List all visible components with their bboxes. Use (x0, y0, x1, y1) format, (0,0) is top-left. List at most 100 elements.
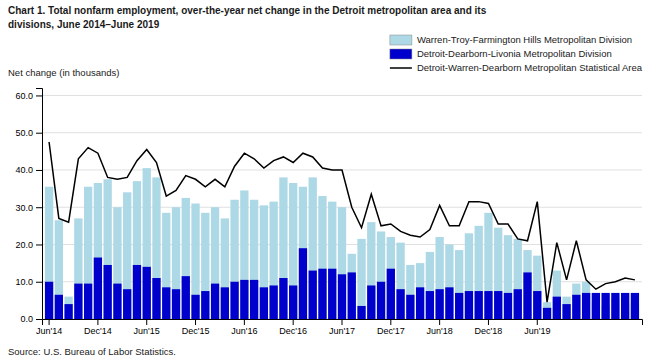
x-tick-mark (244, 319, 245, 325)
bar (172, 207, 180, 319)
bar (221, 218, 229, 319)
x-tick-mark (146, 319, 147, 325)
bar (260, 287, 268, 319)
bar (55, 220, 63, 319)
bar (318, 269, 326, 319)
bar (348, 272, 356, 319)
x-tick: Jun'17 (329, 319, 355, 336)
x-tick: Dec'18 (475, 319, 503, 336)
bar (318, 196, 326, 319)
x-tick-mark (488, 319, 489, 325)
y-tick: 50.0 (15, 128, 42, 138)
x-axis-line (43, 320, 643, 326)
legend-swatch (390, 35, 412, 45)
x-tick-mark (293, 319, 294, 325)
bar (64, 297, 72, 319)
bar (543, 308, 551, 319)
bar (299, 248, 307, 319)
x-tick: Dec'14 (84, 319, 112, 336)
x-tick: Jun'15 (134, 319, 160, 336)
y-tick: 20.0 (15, 240, 42, 250)
y-tick-mark (36, 170, 42, 171)
bar (533, 291, 541, 319)
bar (289, 285, 297, 319)
bar (592, 293, 600, 319)
x-tick-mark (390, 319, 391, 325)
bar (230, 282, 238, 319)
bar (74, 284, 82, 319)
legend-swatch (390, 49, 412, 59)
y-tick-label: 0.0 (20, 314, 33, 324)
bar (201, 213, 209, 319)
bar (416, 287, 424, 319)
y-axis-label: Net change (in thousands) (8, 67, 119, 78)
y-tick: 40.0 (15, 165, 42, 175)
bar (143, 267, 151, 319)
y-tick: 60.0 (15, 91, 42, 101)
bar (279, 278, 287, 319)
bar (55, 295, 63, 319)
legend-item: Detroit-Dearborn-Livonia Metropolitan Di… (390, 48, 612, 59)
x-tick-mark (537, 319, 538, 325)
x-axis: Jun'14Dec'14Jun'15Dec'15Jun'16Dec'16Jun'… (36, 319, 643, 336)
bar (104, 265, 112, 319)
bar (494, 228, 502, 319)
x-tick-mark (49, 319, 50, 325)
legend-label: Warren-Troy-Farmington Hills Metropolita… (417, 34, 632, 45)
bar (309, 271, 317, 319)
bar (631, 293, 639, 319)
bar (435, 289, 443, 319)
x-tick: Jun'18 (427, 319, 453, 336)
x-tick-mark (439, 319, 440, 325)
bar (504, 293, 512, 319)
bar (133, 265, 141, 319)
bar (572, 284, 580, 319)
x-tick-label: Jun'19 (524, 326, 550, 336)
bar (514, 289, 522, 319)
bar (562, 297, 570, 319)
bar (182, 276, 190, 319)
bar (367, 285, 375, 319)
bar (562, 304, 570, 319)
x-tick-label: Dec'18 (475, 326, 503, 336)
bar (582, 282, 590, 319)
bar (475, 226, 483, 319)
bar (504, 235, 512, 319)
bar (94, 183, 102, 319)
bar (406, 265, 414, 319)
y-tick-mark (36, 319, 42, 320)
annotation: Source: U.S. Bureau of Labor Statistics. (8, 346, 176, 357)
bar (387, 237, 395, 319)
marks (45, 142, 639, 319)
bar (377, 282, 385, 319)
bar (113, 284, 121, 319)
bar (230, 200, 238, 319)
x-tick-label: Jun'17 (329, 326, 355, 336)
bar (367, 222, 375, 319)
bar (240, 190, 248, 319)
x-tick-label: Jun'16 (231, 326, 257, 336)
bar (104, 179, 112, 319)
bar (601, 293, 609, 319)
x-tick: Jun'19 (524, 319, 550, 336)
bar (270, 202, 278, 319)
bar (406, 295, 414, 319)
y-tick-mark (36, 207, 42, 208)
bar (113, 207, 121, 319)
bar (435, 237, 443, 319)
bar (572, 295, 580, 319)
bar (621, 293, 629, 319)
y-tick-label: 30.0 (15, 203, 33, 213)
x-tick: Dec'15 (182, 319, 210, 336)
bar (582, 293, 590, 319)
bar (426, 291, 434, 319)
bar (523, 250, 531, 319)
bar (533, 256, 541, 319)
grid-line (42, 132, 642, 133)
bar (191, 295, 199, 319)
bar (250, 280, 258, 319)
bar (270, 285, 278, 319)
x-tick-label: Jun'15 (134, 326, 160, 336)
bar (152, 177, 160, 319)
x-tick: Jun'16 (231, 319, 257, 336)
